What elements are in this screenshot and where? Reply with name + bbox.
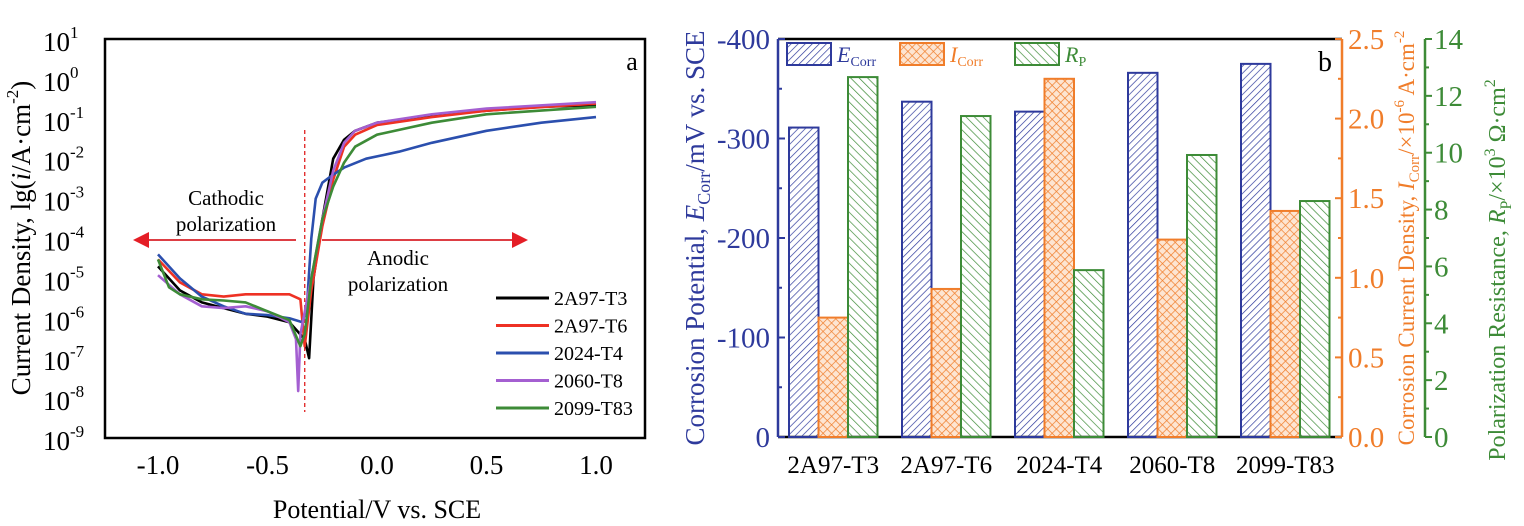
legend-label: ICorr xyxy=(949,42,983,70)
bar-RP-2024-T4 xyxy=(1073,269,1105,439)
y-tick-label: 10-5 xyxy=(43,262,84,296)
bar-ECorr-2A97-T3 xyxy=(788,126,820,439)
bar-ICorr-2099-T83 xyxy=(1269,209,1301,438)
icorr-tick-label: 0.5 xyxy=(1348,342,1384,374)
bar-ICorr-2060-T8 xyxy=(1156,238,1188,438)
icorr-tick-label: 2.0 xyxy=(1348,104,1384,136)
legend-label: 2024-T4 xyxy=(554,343,623,365)
rp-tick-label: 12 xyxy=(1434,81,1463,113)
rp-tick-label: 8 xyxy=(1434,195,1449,227)
rp-tick-label: 0 xyxy=(1434,422,1449,454)
rp-tick-label: 4 xyxy=(1434,308,1449,340)
x-tick-label: 0.5 xyxy=(470,450,504,480)
anodic-label: polarization xyxy=(348,272,449,296)
anodic-label: Anodic xyxy=(367,246,429,270)
x-tick-label: 1.0 xyxy=(579,450,613,480)
panel-label: a xyxy=(626,47,638,76)
rp-tick-label: 2 xyxy=(1434,365,1449,397)
icorr-tick-label: 1.0 xyxy=(1348,263,1384,295)
y-tick-label: 10-9 xyxy=(43,422,84,456)
rp-tick-label: 6 xyxy=(1434,251,1449,283)
y-tick-label: 10-3 xyxy=(43,183,84,217)
x-tick-label: 0.0 xyxy=(360,450,394,480)
rp-tick-label: 10 xyxy=(1434,138,1463,170)
rp-axis-title: Polarization Resistance, RP/×103 Ω·cm2 xyxy=(1482,79,1515,461)
y-tick-label: 10-4 xyxy=(43,223,85,257)
x-tick-label: 2024-T4 xyxy=(1016,452,1103,479)
bar-ECorr-2099-T83 xyxy=(1240,62,1272,438)
left-tick-label: -200 xyxy=(717,223,770,255)
left-tick-label: -300 xyxy=(717,124,770,156)
bar-ICorr-2024-T4 xyxy=(1043,77,1075,439)
legend-swatch-ECorr xyxy=(786,42,832,66)
icorr-axis-title: Corrosion Current Density, ICorr/×10-6 A… xyxy=(1392,31,1423,446)
legend-label: 2099-T83 xyxy=(554,398,633,420)
plot-frame xyxy=(103,37,647,440)
bar-ICorr-2A97-T3 xyxy=(817,316,849,439)
legend-label: 2060-T8 xyxy=(554,371,623,393)
y-tick-label: 10-1 xyxy=(43,103,84,137)
y-tick-label: 10-2 xyxy=(43,143,84,177)
bar-RP-2099-T83 xyxy=(1299,200,1331,438)
legend-label: RP xyxy=(1064,42,1086,70)
cathodic-label: polarization xyxy=(176,212,277,236)
x-axis-label: Potential/V vs. SCE xyxy=(273,495,481,524)
legend-swatch-RP xyxy=(1014,42,1060,66)
legend-label: 2A97-T3 xyxy=(554,288,627,310)
y-axis-label: Current Density, lg(i/A·cm-2) xyxy=(3,81,36,396)
series-line-2A97-T6 xyxy=(157,102,597,348)
x-tick-label: -0.5 xyxy=(246,450,289,480)
bar-RP-2060-T8 xyxy=(1186,153,1218,438)
series-line-2099-T83 xyxy=(156,105,597,348)
left-tick-label: -400 xyxy=(717,24,770,56)
y-tick-label: 101 xyxy=(43,23,79,57)
bar-RP-2A97-T6 xyxy=(960,115,992,438)
x-tick-label: 2A97-T3 xyxy=(787,452,879,479)
icorr-tick-label: 0.0 xyxy=(1348,422,1384,454)
bar-ECorr-2A97-T6 xyxy=(901,100,933,438)
y-tick-label: 10-6 xyxy=(43,302,84,336)
panel-label: b xyxy=(1318,47,1332,78)
bar-ECorr-2024-T4 xyxy=(1014,110,1046,438)
legend-label: ECorr xyxy=(836,42,876,70)
anodic-arrow-head xyxy=(512,232,528,248)
series-line-2060-T8 xyxy=(157,100,597,393)
icorr-tick-label: 1.5 xyxy=(1348,183,1384,215)
rp-tick-label: 14 xyxy=(1434,24,1464,56)
corrosion-bar-chart: 0 -100 -200 -300 -400 0.0 0.5 1.0 1.5 2.0 2.5 0 2 4 6 8… xyxy=(680,24,1515,479)
x-tick-label: -1.0 xyxy=(137,450,180,480)
left-tick-label: -100 xyxy=(717,323,770,355)
x-tick-label: 2A97-T6 xyxy=(900,452,992,479)
icorr-tick-label: 2.5 xyxy=(1348,24,1384,56)
cathodic-label: Cathodic xyxy=(188,186,264,210)
y-tick-label: 10-8 xyxy=(43,382,84,416)
x-tick-label: 2099-T83 xyxy=(1236,452,1335,479)
y-tick-label: 100 xyxy=(43,63,79,97)
bar-ICorr-2A97-T6 xyxy=(930,287,962,438)
cathodic-arrow-head xyxy=(133,232,149,248)
polarization-chart: -1.0 -0.5 0.0 0.5 1.0 101 100 10-1 10-2 10-3 10-4 1… xyxy=(3,23,647,524)
bar-ECorr-2060-T8 xyxy=(1127,71,1159,439)
x-tick-label: 2060-T8 xyxy=(1129,452,1215,479)
bar-RP-2A97-T3 xyxy=(847,76,879,438)
legend-label: 2A97-T6 xyxy=(554,316,627,338)
legend-swatch-ICorr xyxy=(899,42,945,66)
left-axis-title: Corrosion Potential, ECorr/mV vs. SCE xyxy=(680,30,714,445)
left-tick-label: 0 xyxy=(756,422,771,454)
y-tick-label: 10-7 xyxy=(43,342,85,376)
